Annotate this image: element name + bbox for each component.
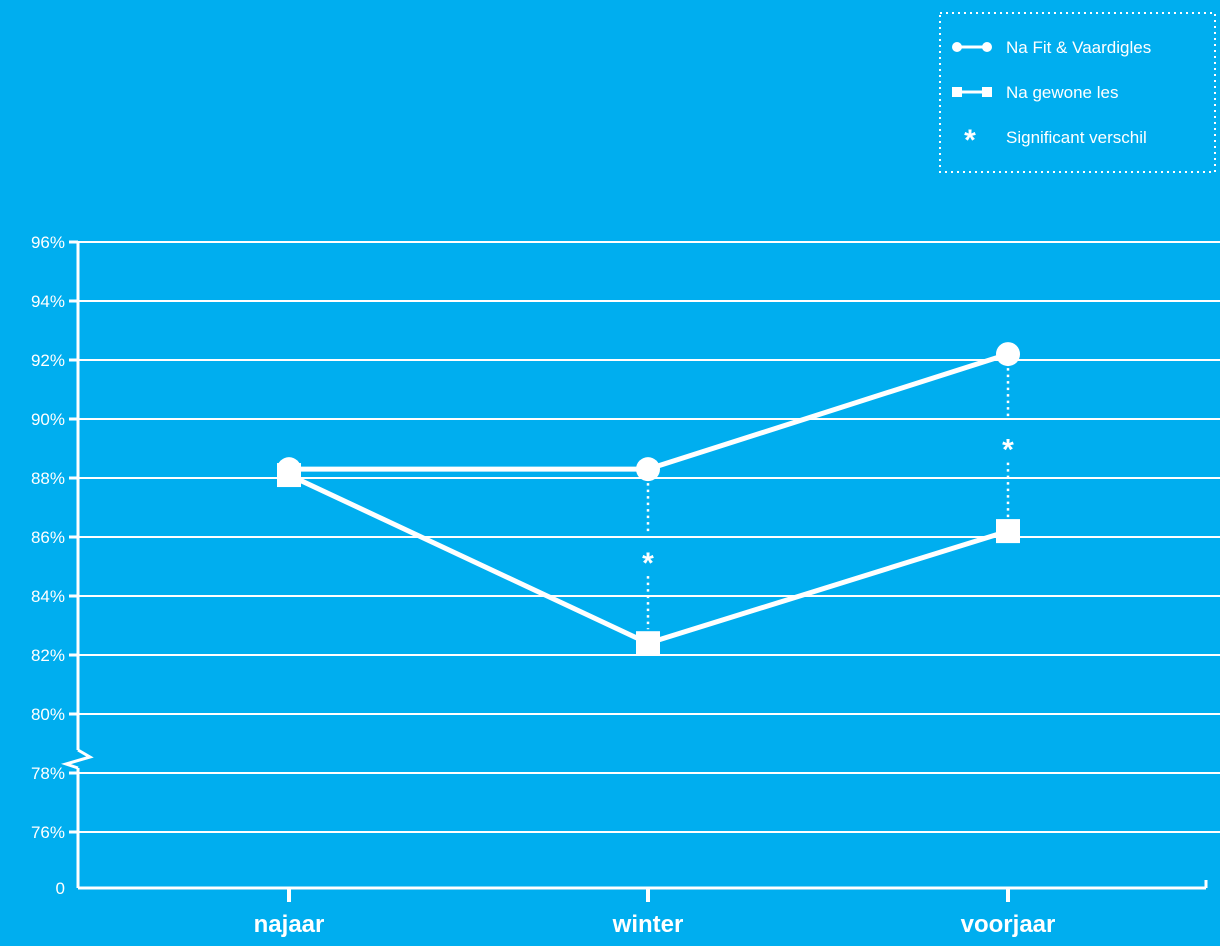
y-axis-break [60, 748, 94, 770]
legend-label: Na Fit & Vaardigles [1006, 38, 1151, 57]
y-tick-label: 88% [31, 469, 65, 488]
square-data-point [996, 519, 1020, 544]
legend-item-significance: * Significant verschil [964, 124, 1147, 157]
y-tick-label: 92% [31, 351, 65, 370]
legend: Na Fit & Vaardigles Na gewone les * Sign… [939, 12, 1216, 173]
circle-data-point [996, 342, 1020, 367]
x-tick-label: winter [612, 911, 684, 938]
y-axis-ticks: 0 76% 78% 80% 82% 84% 86% 88% 90% 92% 94% 96% [31, 233, 78, 898]
significance-markers: ** [642, 368, 1014, 630]
legend-star-symbol: * [964, 124, 976, 157]
legend-item-square-series: Na gewone les [952, 83, 1118, 102]
circle-data-point [636, 457, 660, 482]
legend-item-circle-series: Na Fit & Vaardigles [952, 38, 1151, 57]
significance-star: * [1002, 434, 1014, 467]
grid [78, 241, 1220, 833]
y-tick-label: 82% [31, 646, 65, 665]
y-tick-label: 86% [31, 528, 65, 547]
legend-square-marker [952, 87, 962, 97]
x-axis-labels: najaar winter voorjaar [254, 888, 1056, 938]
axes [60, 242, 1208, 890]
series [277, 342, 1020, 656]
legend-square-marker [982, 87, 992, 97]
square-data-point [277, 463, 301, 488]
y-tick-label: 84% [31, 587, 65, 606]
y-tick-label: 0 [56, 879, 65, 898]
y-tick-label: 94% [31, 292, 65, 311]
y-tick-label: 78% [31, 764, 65, 783]
y-tick-label: 80% [31, 705, 65, 724]
series-line [289, 351, 1009, 472]
significance-star: * [642, 547, 654, 580]
y-tick-label: 96% [31, 233, 65, 252]
legend-label: Significant verschil [1006, 128, 1147, 147]
legend-circle-marker [982, 42, 992, 52]
y-tick-label: 90% [31, 410, 65, 429]
legend-circle-marker [952, 42, 962, 52]
x-tick-label: najaar [254, 911, 325, 938]
square-data-point [636, 631, 660, 656]
legend-label: Na gewone les [1006, 83, 1118, 102]
x-tick-label: voorjaar [961, 911, 1056, 938]
y-tick-label: 76% [31, 823, 65, 842]
legend-box [939, 12, 1216, 173]
